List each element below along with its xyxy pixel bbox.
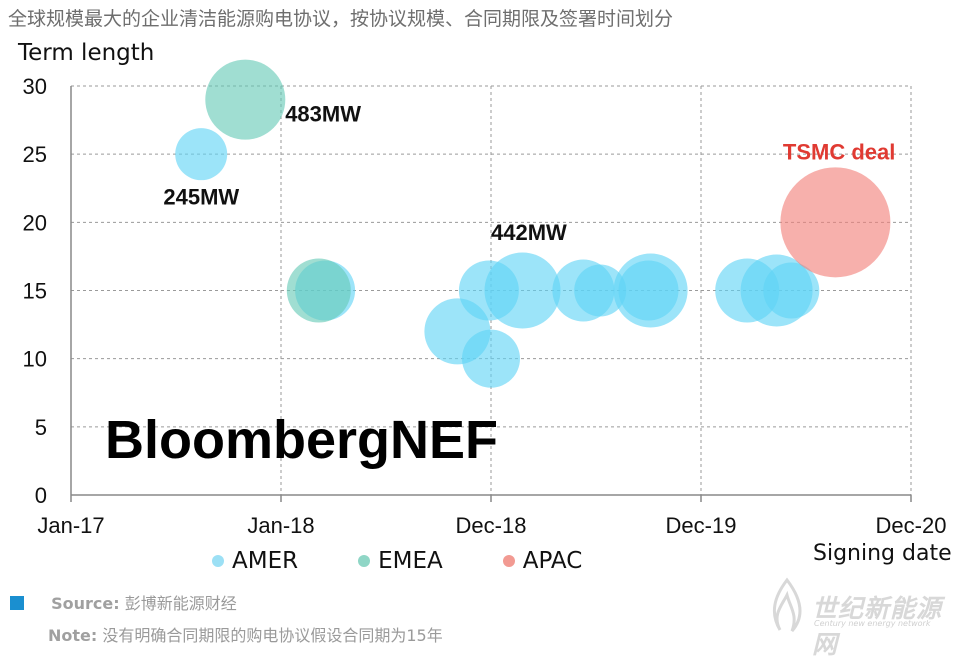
bubble-amer — [763, 262, 820, 319]
bloomberg-watermark: BloombergNEF — [105, 410, 498, 470]
bubble-apac — [780, 167, 891, 278]
bubble-annotation: 442MW — [491, 220, 567, 245]
y-tick-label: 10 — [23, 347, 47, 372]
legend-marker-apac — [502, 555, 515, 567]
flame-logo-icon — [772, 577, 802, 632]
bubble-amer — [462, 329, 520, 388]
annotations: 483MW 245MW 442MW TSMC deal — [163, 101, 895, 245]
legend-label-emea: EMEA — [378, 548, 443, 574]
y-tick-label: 0 — [35, 483, 47, 508]
x-tick-label: Dec-19 — [666, 513, 737, 538]
bubble-amer — [484, 252, 561, 329]
x-tick-label: Jan-18 — [247, 513, 314, 538]
site-watermark: 世纪新能源网 Century new energy network — [762, 575, 967, 659]
legend-item-amer: AMER — [212, 548, 298, 574]
legend-label-apac: APAC — [522, 548, 583, 574]
bubble-chart: 483MW 245MW 442MW TSMC deal 0 5 10 15 20 25 30 Jan… — [23, 59, 947, 538]
y-axis-label: Term length — [18, 40, 155, 66]
note-text: 没有明确合同期限的购电协议假设合同期为15年 — [102, 626, 443, 645]
source-text: 彭博新能源财经 — [124, 594, 237, 613]
bubble-annotation: TSMC deal — [783, 140, 895, 165]
bubble-annotation: 483MW — [285, 101, 361, 126]
legend-marker-amer — [212, 555, 224, 567]
y-tick-label: 5 — [35, 415, 47, 440]
note-line: Note: 没有明确合同期限的购电协议假设合同期为15年 — [48, 622, 443, 646]
bubble-amer — [574, 264, 627, 317]
axes: 0 5 10 15 20 25 30 Jan-17 Jan-18 Dec-18 Dec-19 Dec-… — [23, 74, 947, 538]
bubbles — [175, 59, 891, 388]
source-square-icon — [10, 596, 24, 610]
legend-item-emea: EMEA — [358, 548, 443, 574]
x-tick-label: Jan-17 — [37, 513, 104, 538]
bubble-emea — [205, 59, 286, 140]
site-watermark-sub: Century new energy network — [814, 619, 931, 628]
legend-item-apac: APAC — [502, 548, 583, 574]
bubble-emea — [286, 258, 351, 323]
y-tick-label: 15 — [23, 279, 47, 304]
y-tick-label: 30 — [23, 74, 47, 99]
bubble-amer — [613, 253, 688, 328]
source-line: Source: 彭博新能源财经 — [10, 590, 237, 614]
chart-title: 全球规模最大的企业清洁能源购电协议，按协议规模、合同期限及签署时间划分 — [8, 8, 674, 30]
x-tick-label: Dec-20 — [876, 513, 947, 538]
bubble-amer — [175, 128, 228, 181]
legend-label-amer: AMER — [232, 548, 299, 574]
note-label: Note: — [48, 626, 98, 645]
x-tick-label: Dec-18 — [456, 513, 527, 538]
y-tick-label: 25 — [23, 142, 47, 167]
legend-marker-emea — [358, 555, 371, 567]
source-label: Source: — [51, 594, 120, 613]
x-axis-label: Signing date — [813, 541, 952, 566]
y-tick-label: 20 — [23, 210, 47, 235]
bubble-annotation: 245MW — [163, 185, 239, 210]
legend: AMER EMEA APAC — [212, 548, 642, 574]
